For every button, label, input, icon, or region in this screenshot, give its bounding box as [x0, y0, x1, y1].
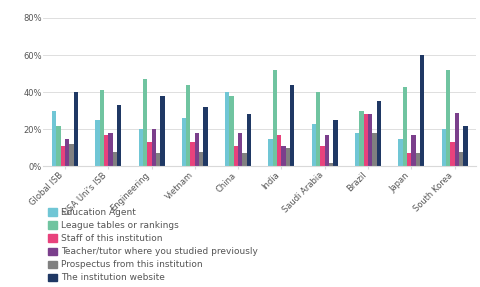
Bar [138, 129, 143, 166]
Bar [402, 87, 406, 166]
Bar [458, 152, 462, 166]
Bar [69, 144, 73, 166]
Bar [445, 70, 449, 166]
Bar [108, 133, 112, 166]
Bar [419, 55, 423, 166]
Bar [268, 139, 272, 166]
Bar [454, 113, 458, 166]
Legend: Education Agent, League tables or rankings, Staff of this institution, Teacher/t: Education Agent, League tables or rankin… [48, 208, 258, 282]
Bar [194, 133, 199, 166]
Bar [333, 120, 337, 166]
Bar [359, 111, 363, 166]
Bar [104, 135, 108, 166]
Bar [415, 154, 419, 166]
Bar [376, 102, 380, 166]
Bar [276, 135, 281, 166]
Bar [363, 115, 367, 166]
Bar [229, 96, 233, 166]
Bar [324, 135, 328, 166]
Bar [311, 124, 315, 166]
Bar [238, 133, 242, 166]
Bar [52, 111, 56, 166]
Bar [186, 85, 190, 166]
Bar [372, 133, 376, 166]
Bar [65, 139, 69, 166]
Bar [160, 96, 164, 166]
Bar [397, 139, 402, 166]
Bar [151, 129, 156, 166]
Bar [56, 126, 60, 166]
Bar [354, 133, 359, 166]
Bar [99, 90, 104, 166]
Bar [117, 105, 121, 166]
Bar [410, 135, 415, 166]
Bar [199, 152, 203, 166]
Bar [441, 129, 445, 166]
Bar [156, 154, 160, 166]
Bar [203, 107, 207, 166]
Bar [225, 92, 229, 166]
Bar [60, 146, 65, 166]
Bar [73, 92, 78, 166]
Bar [233, 146, 238, 166]
Bar [147, 142, 151, 166]
Bar [272, 70, 276, 166]
Bar [406, 154, 410, 166]
Bar [143, 79, 147, 166]
Bar [242, 154, 246, 166]
Bar [328, 163, 333, 166]
Bar [246, 115, 251, 166]
Bar [285, 148, 289, 166]
Bar [449, 142, 454, 166]
Bar [367, 115, 372, 166]
Bar [281, 146, 285, 166]
Bar [190, 142, 194, 166]
Bar [320, 146, 324, 166]
Bar [315, 92, 320, 166]
Bar [112, 152, 117, 166]
Bar [181, 118, 186, 166]
Bar [462, 126, 467, 166]
Bar [95, 120, 99, 166]
Bar [289, 85, 294, 166]
